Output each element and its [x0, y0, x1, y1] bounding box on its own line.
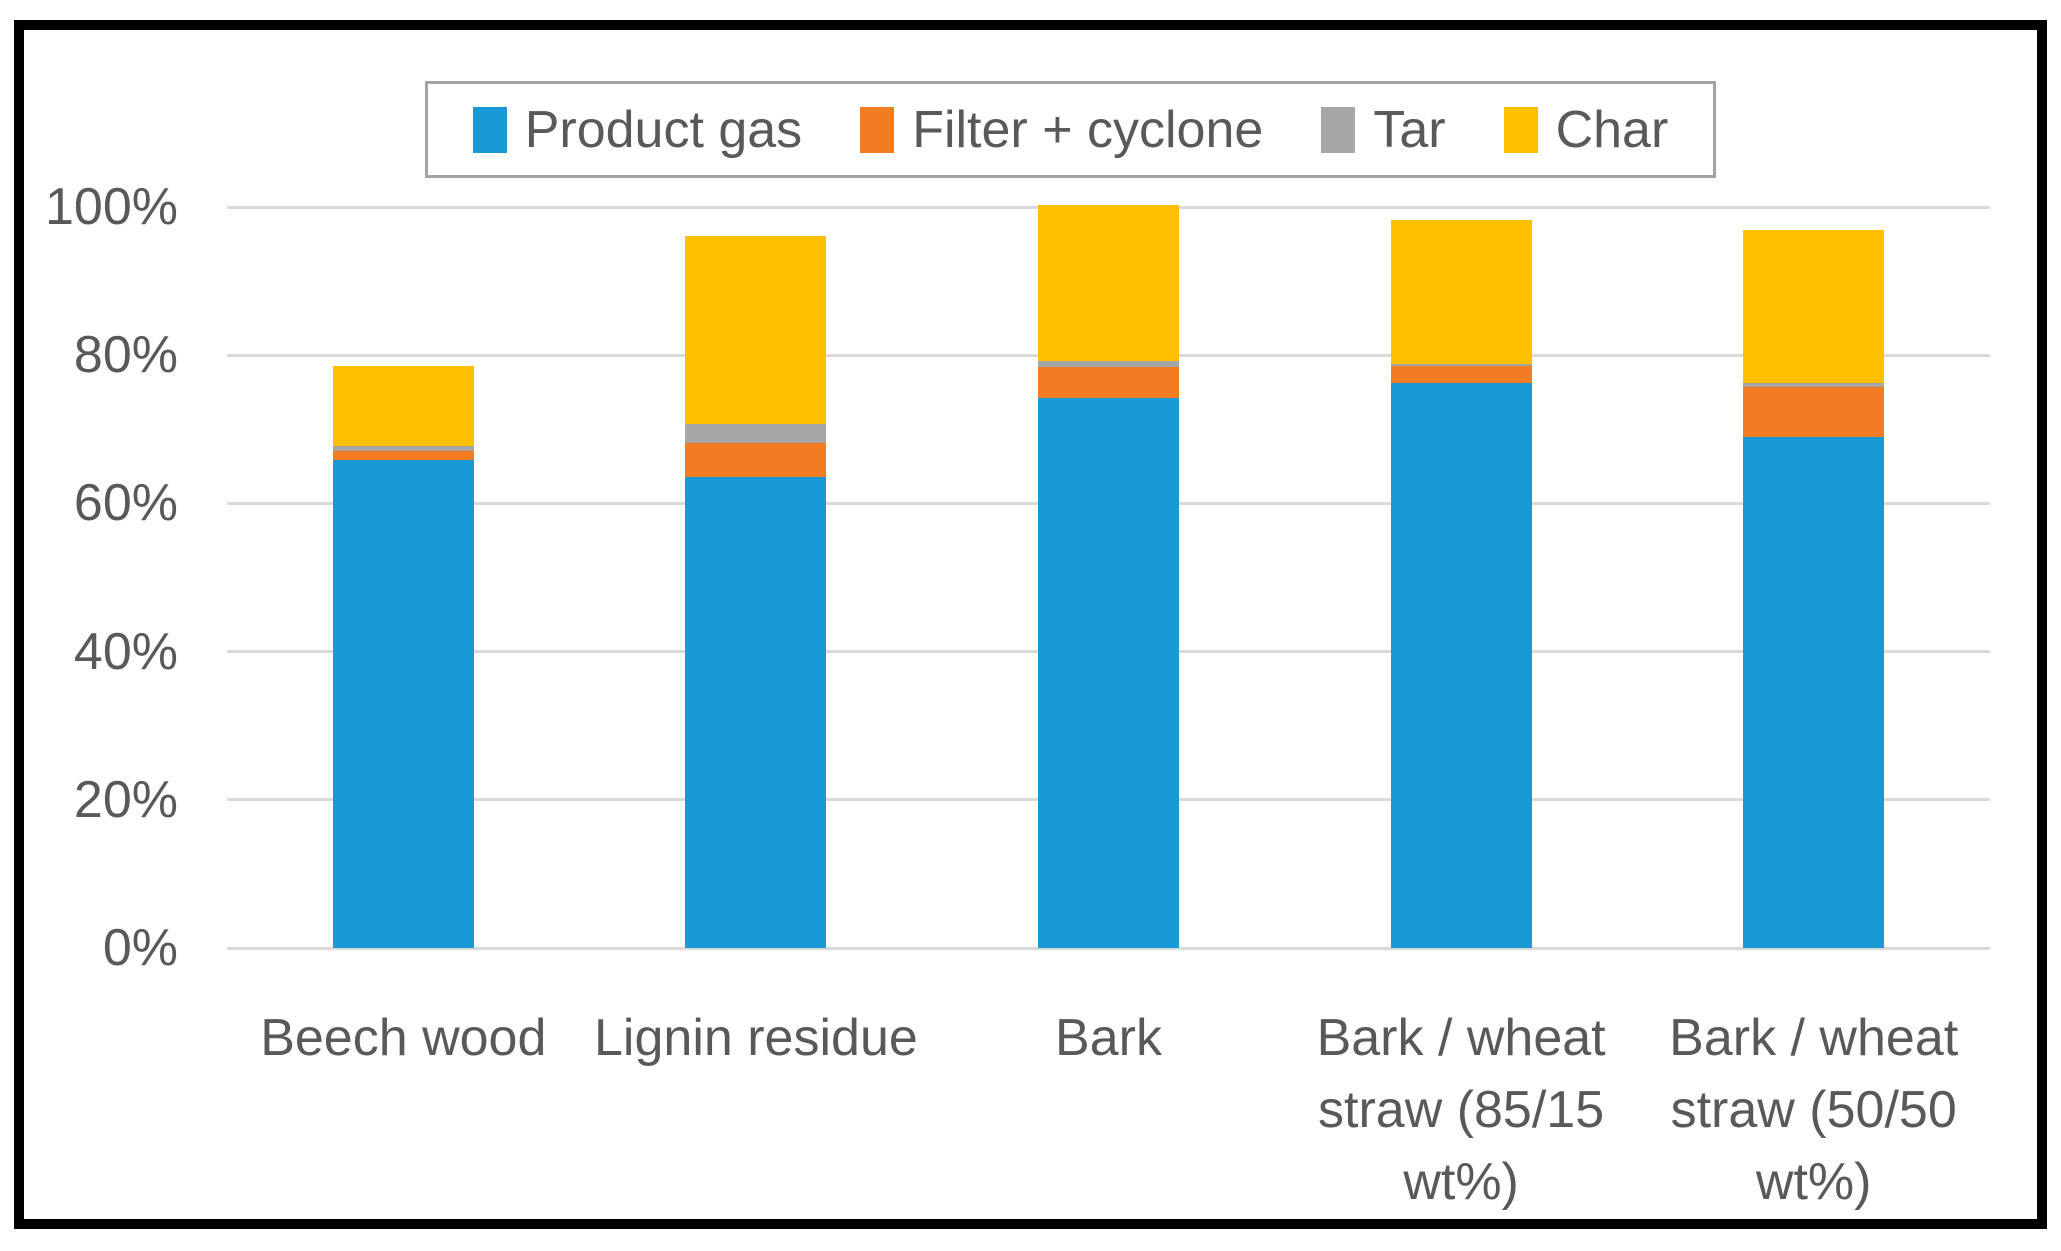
legend-label-char: Char: [1555, 100, 1669, 159]
bar-segment-product-gas-bark-wheat-straw-50-50-wt: [1743, 437, 1885, 948]
legend-swatch-product-gas: [472, 106, 507, 153]
y-tick-label-20: 20%: [73, 770, 178, 829]
legend-swatch-filter-cyclone: [860, 106, 895, 153]
bar-segment-filter-cyclone-bark-wheat-straw-85-15-wt: [1390, 366, 1532, 383]
bar-segment-filter-cyclone-bark: [1038, 367, 1179, 399]
bar-segment-filter-cyclone-bark-wheat-straw-50-50-wt: [1743, 387, 1885, 438]
bar-segment-tar-bark: [1038, 361, 1179, 368]
legend-item-char: Char: [1503, 100, 1669, 159]
bar-segment-filter-cyclone-lignin-residue: [685, 443, 827, 477]
y-tick-label-80: 80%: [73, 326, 178, 385]
bar-segment-char-lignin-residue: [685, 235, 827, 425]
bar-segment-product-gas-bark-wheat-straw-85-15-wt: [1390, 382, 1532, 948]
legend-label-product-gas: Product gas: [524, 100, 803, 159]
bar-segment-product-gas-lignin-residue: [685, 476, 827, 948]
legend-swatch-char: [1503, 106, 1538, 153]
bar-segment-filter-cyclone-beech-wood: [332, 450, 474, 461]
legend-item-product-gas: Product gas: [472, 100, 803, 159]
bar-segment-char-bark-wheat-straw-85-15-wt: [1390, 220, 1532, 365]
bar-segment-tar-bark-wheat-straw-50-50-wt: [1743, 383, 1885, 388]
legend-label-tar: Tar: [1373, 100, 1446, 159]
legend-swatch-tar: [1321, 106, 1356, 153]
bar-segment-char-bark: [1038, 204, 1179, 362]
legend: Product gas Filter + cyclone Tar Char: [425, 81, 1716, 178]
bar-segment-tar-lignin-residue: [685, 424, 827, 444]
bar-segment-char-bark-wheat-straw-50-50-wt: [1743, 229, 1885, 384]
bar-segment-product-gas-beech-wood: [332, 460, 474, 948]
legend-label-filter-cyclone: Filter + cyclone: [912, 100, 1264, 159]
x-axis-label-bark-wheat-straw-50-50-wt: Bark / wheat straw (50/50 wt%): [1669, 1009, 1959, 1211]
y-tick-label-40: 40%: [73, 622, 178, 681]
y-tick-label-60: 60%: [73, 474, 178, 533]
bar-segment-product-gas-bark: [1038, 398, 1179, 948]
bar-segment-char-beech-wood: [332, 366, 474, 447]
y-tick-label-0: 0%: [102, 919, 178, 977]
bar-segment-tar-beech-wood: [332, 446, 474, 451]
x-axis-label-lignin-residue: Lignin residue: [594, 1009, 918, 1067]
y-tick-label-100: 100%: [45, 178, 178, 236]
x-axis-line: [227, 946, 1990, 950]
bar-segment-tar-bark-wheat-straw-85-15-wt: [1390, 364, 1532, 367]
legend-item-filter-cyclone: Filter + cyclone: [860, 104, 1263, 156]
x-axis-label-bark-wheat-straw-85-15-wt: Bark / wheat straw (85/15 wt%): [1316, 1009, 1606, 1211]
legend-item-tar: Tar: [1321, 100, 1446, 159]
x-axis-label-beech-wood: Beech wood: [260, 1009, 547, 1067]
x-axis-label-bark: Bark: [1055, 1009, 1162, 1067]
